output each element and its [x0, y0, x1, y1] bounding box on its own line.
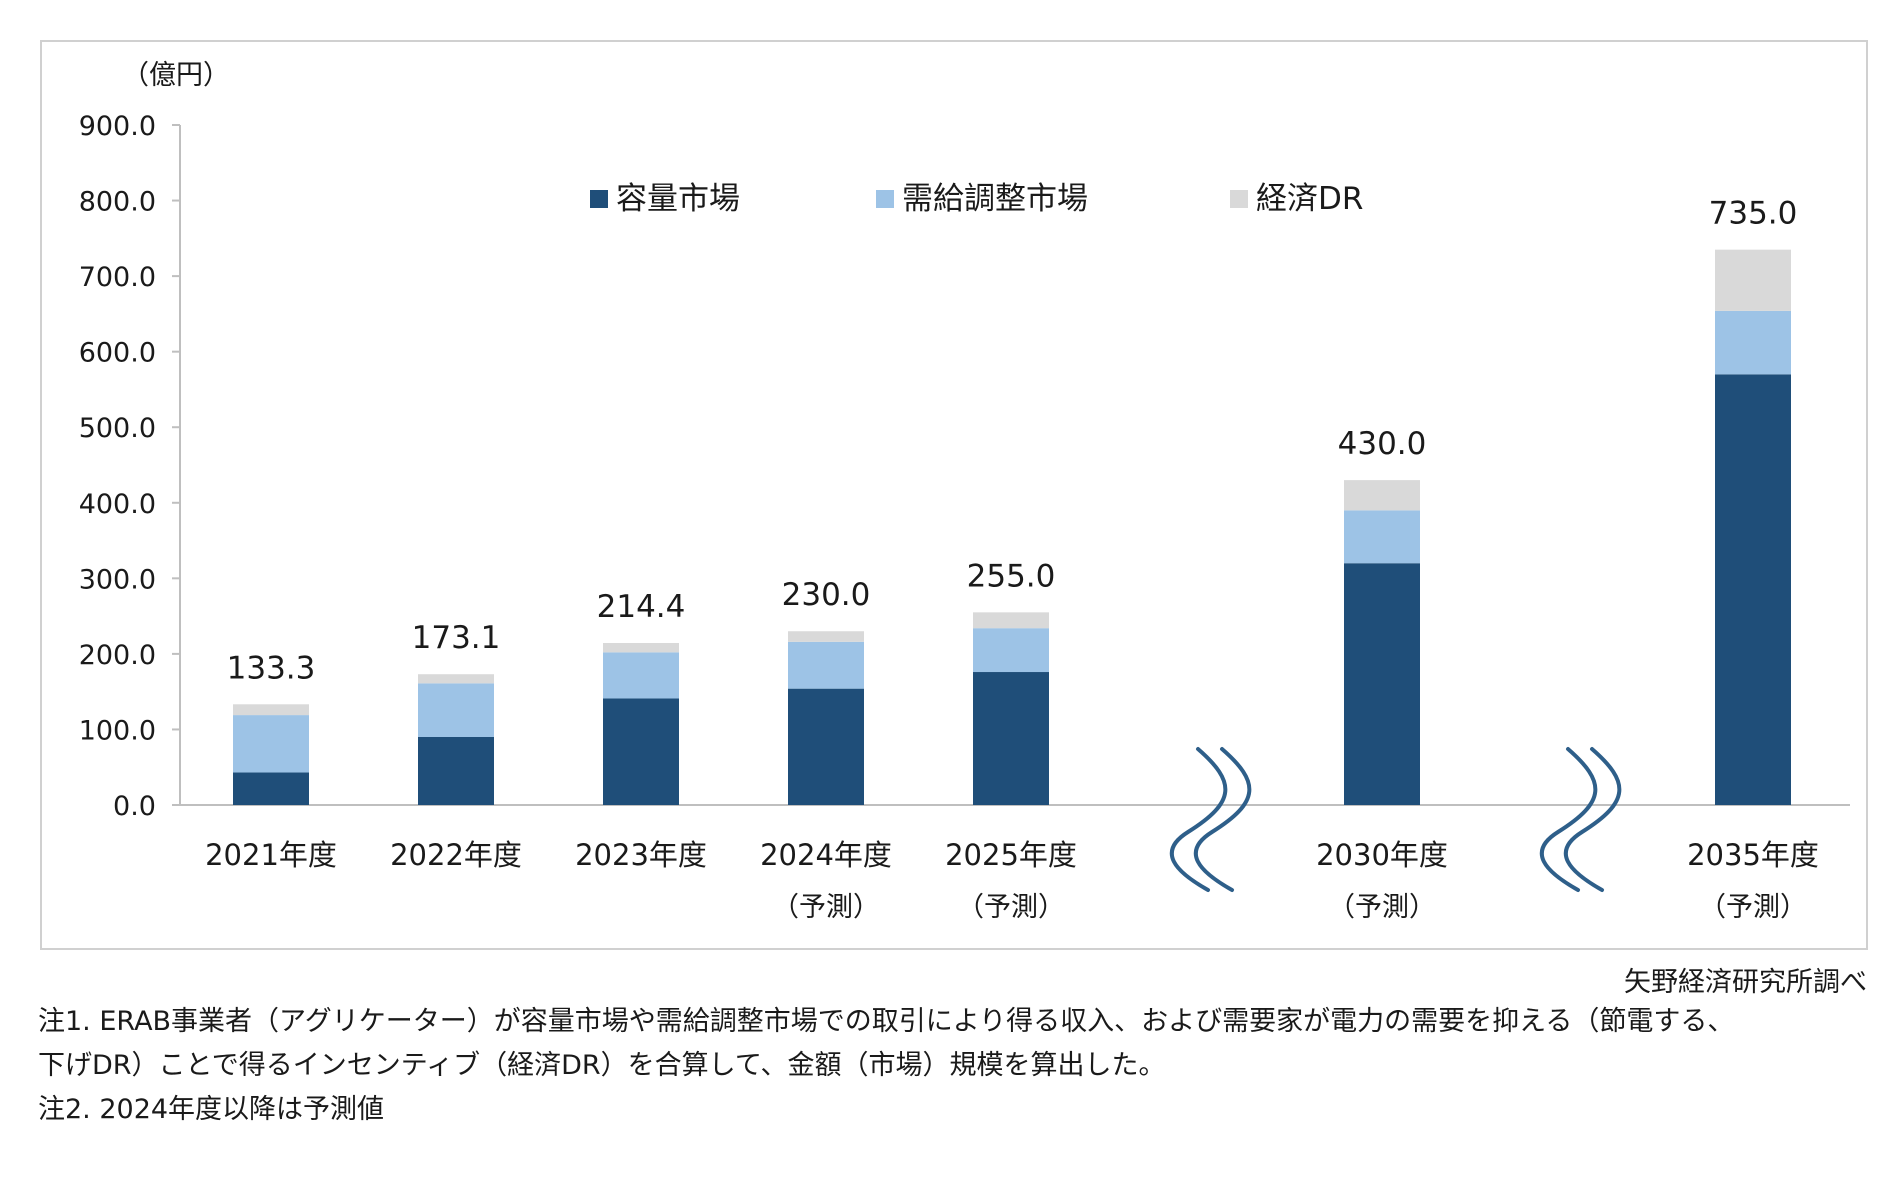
legend-label: 容量市場 — [616, 181, 740, 217]
bar-balancing — [973, 628, 1049, 673]
x-tick-label: 2025年度 — [945, 838, 1077, 872]
note-1-line-1: 注1. ERAB事業者（アグリケーター）が容量市場や需給調整市場での取引により得… — [38, 1006, 1735, 1037]
bar-total-label: 735.0 — [1709, 196, 1798, 232]
x-tick-label: 2022年度 — [390, 838, 522, 872]
chart-frame: （億円） 0.0 100.0 200.0 300.0 400.0 500.0 600.0 700… — [40, 40, 1868, 950]
axis-break-squiggle — [1563, 747, 1622, 892]
y-tick-label: 300.0 — [79, 564, 156, 595]
bar-balancing — [1344, 510, 1420, 564]
bar-capacity — [418, 737, 494, 805]
bar-total-label: 255.0 — [967, 558, 1056, 594]
axis-break-squiggle — [1193, 747, 1252, 892]
x-tick-label: 2030年度 — [1316, 838, 1448, 872]
y-tick-label: 900.0 — [79, 111, 156, 142]
bar-total-label: 230.0 — [782, 577, 871, 613]
stacked-bar-chart: （億円） 0.0 100.0 200.0 300.0 400.0 500.0 600.0 700… — [79, 60, 1850, 923]
bar-capacity — [1715, 374, 1791, 805]
y-tick-label: 0.0 — [113, 791, 156, 822]
bar-balancing — [233, 715, 309, 773]
x-tick-sublabel: （予測） — [1699, 892, 1807, 923]
bar-balancing — [788, 641, 864, 689]
x-tick-sublabel: （予測） — [772, 892, 880, 923]
bar-balancing — [418, 683, 494, 737]
bar-economic-dr — [973, 612, 1049, 629]
axis-break-squiggle — [1169, 747, 1228, 892]
axis-break-squiggle — [1539, 747, 1598, 892]
legend-swatch — [1230, 190, 1248, 208]
bar-capacity — [233, 772, 309, 805]
legend-label: 経済DR — [1256, 181, 1363, 217]
bar-capacity — [1344, 563, 1420, 805]
bar-economic-dr — [603, 643, 679, 653]
bar-balancing — [603, 652, 679, 699]
y-tick-label: 500.0 — [79, 413, 156, 444]
bar-capacity — [788, 688, 864, 805]
x-tick-sublabel: （予測） — [1328, 892, 1436, 923]
y-tick-label: 600.0 — [79, 338, 156, 369]
bar-balancing — [1715, 310, 1791, 375]
bar-capacity — [603, 698, 679, 805]
x-tick-sublabel: （予測） — [957, 892, 1065, 923]
y-tick-label: 400.0 — [79, 489, 156, 520]
y-tick-label: 700.0 — [79, 262, 156, 293]
x-tick-label: 2023年度 — [575, 838, 707, 872]
bar-total-label: 214.4 — [597, 589, 686, 625]
y-axis-unit-label: （億円） — [122, 60, 230, 91]
bar-economic-dr — [418, 674, 494, 684]
legend-swatch — [876, 190, 894, 208]
x-tick-label: 2021年度 — [205, 838, 337, 872]
bar-economic-dr — [788, 631, 864, 642]
legend-label: 需給調整市場 — [902, 181, 1088, 217]
bar-total-label: 430.0 — [1338, 426, 1427, 462]
bar-economic-dr — [1715, 249, 1791, 311]
source-credit: 矢野経済研究所調べ — [1624, 967, 1867, 998]
legend-swatch — [590, 190, 608, 208]
bar-total-label: 133.3 — [227, 650, 316, 686]
bar-total-label: 173.1 — [412, 620, 501, 656]
x-tick-label: 2035年度 — [1687, 838, 1819, 872]
y-tick-label: 100.0 — [79, 715, 156, 746]
bar-capacity — [973, 672, 1049, 805]
bar-economic-dr — [1344, 480, 1420, 511]
note-2: 注2. 2024年度以降は予測値 — [38, 1094, 385, 1125]
note-1-line-2: 下げDR）ことで得るインセンティブ（経済DR）を合算して、金額（市場）規模を算出… — [38, 1050, 1166, 1081]
x-tick-label: 2024年度 — [760, 838, 892, 872]
y-tick-label: 800.0 — [79, 187, 156, 218]
bar-economic-dr — [233, 704, 309, 716]
y-tick-label: 200.0 — [79, 640, 156, 671]
